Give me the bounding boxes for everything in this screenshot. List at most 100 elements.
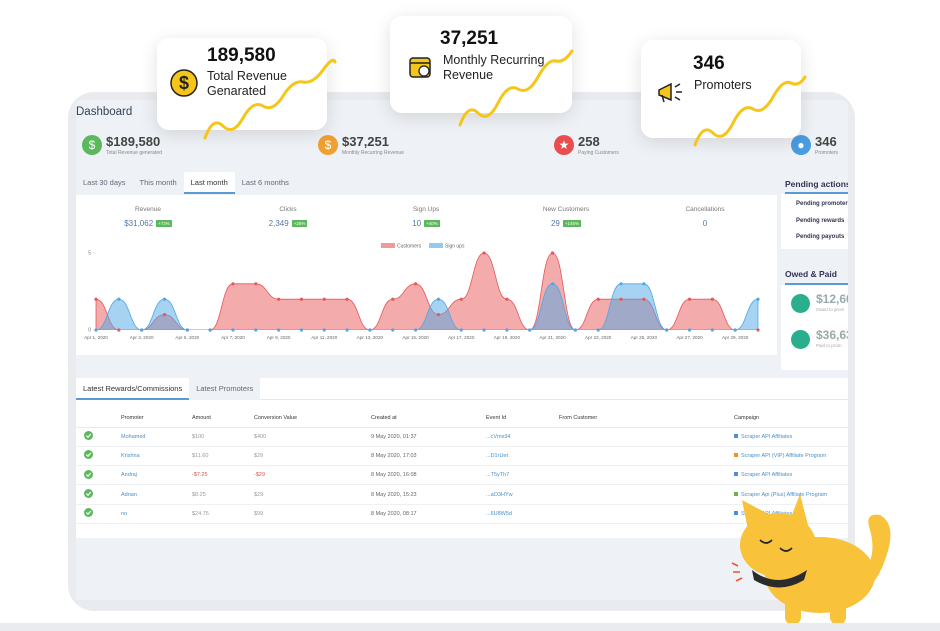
amount: -$7.25 — [191, 465, 253, 486]
pending-item[interactable]: Pending payouts — [796, 234, 845, 240]
callout-value: 37,251 — [440, 28, 499, 49]
event-id: ...T5yTh7 — [485, 465, 558, 486]
created-at: 8 May 2020, 16:08 — [370, 465, 485, 486]
point — [277, 328, 281, 332]
paid-icon — [791, 330, 810, 349]
point — [733, 328, 737, 332]
calendar-icon — [409, 57, 431, 78]
point — [94, 297, 98, 301]
point — [596, 328, 600, 332]
campaign: Scraper Api (Plus) Affiliate Program — [741, 491, 828, 498]
point — [254, 282, 258, 286]
header-cell — [76, 410, 120, 428]
tab[interactable]: Last 30 days — [83, 178, 126, 187]
amount: $8.25 — [191, 484, 253, 505]
campaign-cell: Scraper API (VIP) Affiliate Program — [733, 446, 848, 467]
metric-badge: +73% — [156, 220, 172, 228]
x-tick-label: Apr 17, 2020 — [448, 335, 475, 340]
stat-icon: $ — [318, 135, 338, 155]
metric-value: 10 +40% — [366, 219, 486, 228]
conversion-value: -$29 — [253, 465, 370, 486]
stat-value: $189,580 — [106, 134, 161, 149]
point — [482, 328, 486, 332]
promoter: Krishna — [120, 446, 191, 467]
header-cell: Created at — [370, 410, 485, 428]
point — [254, 328, 258, 332]
stat-icon: ● — [791, 135, 811, 155]
table-body: Mohamed $100 $400 9 May 2020, 01:37 ...cVmx3… — [76, 427, 848, 524]
tab[interactable]: Last 6 months — [241, 178, 289, 187]
header-cell: Event Id — [485, 410, 558, 428]
y-tick-label: 5 — [88, 250, 91, 256]
check-mark — [85, 453, 92, 458]
x-tick-label: Apr 19, 2020 — [494, 335, 521, 340]
campaign-swatch — [734, 472, 738, 477]
campaign-swatch — [734, 452, 738, 457]
callout-card: $ 189,580 Total Revenue Genarated — [157, 38, 327, 130]
stat-label: Total Revenue generated — [106, 150, 162, 156]
point — [162, 297, 167, 301]
point — [322, 297, 326, 301]
point — [436, 313, 441, 317]
promoter: no — [120, 504, 191, 524]
point — [117, 328, 121, 332]
point — [208, 328, 212, 332]
point — [299, 328, 304, 332]
point — [550, 282, 555, 286]
campaign-swatch — [734, 433, 738, 438]
pending-item[interactable]: Pending rewards — [796, 217, 845, 224]
pending-item[interactable]: Pending promoter — [796, 201, 848, 207]
event-id: ...D1rUet — [485, 446, 558, 467]
metric-label: Cancellations — [685, 206, 725, 213]
y-tick-label: 0 — [88, 327, 91, 333]
check-bg — [84, 469, 93, 479]
tab-active[interactable]: Latest Rewards/Commissions — [76, 378, 190, 400]
check-icon — [84, 508, 93, 518]
from-customer — [558, 427, 733, 447]
check-mark — [85, 491, 92, 497]
side-panel: Pending actions Pending promoter Pending… — [781, 174, 848, 370]
point — [528, 328, 532, 332]
chart: 0 5 Apr 1, 2020 Apr 3, 2020 Apr 5, 2020 Apr 7… — [84, 243, 760, 340]
point — [391, 328, 395, 332]
metric-label: Clicks — [279, 206, 297, 213]
check-icon — [84, 450, 93, 460]
campaign-cell: Scraper API Affiliates — [733, 427, 848, 447]
area — [95, 283, 759, 330]
status-cell — [76, 484, 120, 505]
stat-label: Paying Customers — [578, 150, 619, 156]
point — [345, 328, 349, 332]
point — [117, 297, 121, 301]
campaign: Scraper API (VIP) Affiliate Program — [741, 452, 827, 459]
status-cell — [76, 504, 120, 524]
point — [710, 328, 714, 332]
check-icon — [84, 431, 93, 441]
point — [710, 297, 714, 301]
header-cell: Promoter — [120, 410, 191, 428]
from-customer — [558, 504, 733, 524]
check-bg — [84, 450, 93, 460]
side-heading: Owed & Paid — [785, 263, 848, 285]
check-mark — [85, 433, 92, 439]
legend-label: Sign ups — [445, 243, 465, 249]
tab-active[interactable]: Last month — [183, 172, 235, 194]
campaign-cell: Scraper API Affiliates — [733, 465, 848, 486]
table-row: Mohamed $100 $400 9 May 2020, 01:37 ...cVmx3… — [76, 427, 848, 447]
owed-value: $12,60 — [816, 292, 848, 306]
point — [299, 297, 304, 301]
campaign: Scraper API Affiliates — [741, 433, 793, 440]
campaign: Scraper API Affiliates — [741, 472, 793, 479]
tab[interactable]: Latest Promoters — [189, 378, 261, 400]
check-bg — [84, 508, 93, 518]
metric-value: 0 — [645, 219, 765, 228]
amount: $11.60 — [191, 446, 253, 467]
x-tick-label: Apr 3, 2020 — [130, 335, 154, 340]
created-at: 8 May 2020, 15:23 — [370, 484, 485, 505]
point — [459, 328, 463, 332]
tab[interactable]: This month — [139, 178, 177, 187]
metric-label: Revenue — [134, 206, 162, 213]
callout-value: 346 — [693, 53, 725, 74]
status-cell — [76, 427, 120, 447]
header-cell: Amount — [191, 410, 253, 428]
point — [322, 328, 326, 332]
